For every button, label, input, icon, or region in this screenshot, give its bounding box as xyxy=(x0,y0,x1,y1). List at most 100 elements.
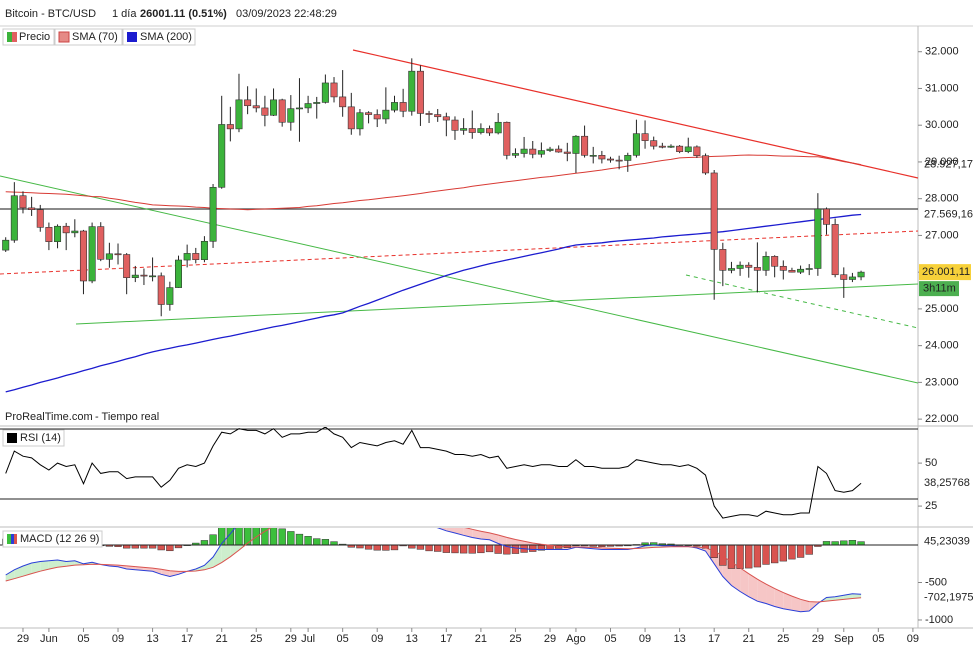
macd-signal-fill xyxy=(31,561,41,574)
macd-signal-fill xyxy=(446,528,455,534)
line xyxy=(5,154,862,211)
histogram-bar xyxy=(468,544,476,554)
x-tick-label: 13 xyxy=(146,633,158,645)
x-tick-label: 13 xyxy=(673,633,685,645)
candle-body xyxy=(131,274,139,278)
candle-body xyxy=(529,148,537,155)
candle-body xyxy=(434,114,442,118)
countdown-box xyxy=(919,281,959,297)
trend-line xyxy=(352,49,918,179)
candle-body xyxy=(486,128,494,134)
candle-body xyxy=(494,121,502,134)
candle-body xyxy=(71,230,79,234)
histogram-bar xyxy=(321,539,330,546)
candle-body xyxy=(736,264,744,269)
candle-body xyxy=(175,259,183,288)
y-tick-label: 25.000 xyxy=(925,303,959,315)
candle-body xyxy=(771,256,779,267)
histogram-bar xyxy=(218,528,226,546)
macd-signal-fill xyxy=(57,560,67,568)
candle-body xyxy=(797,268,805,273)
feed: - Tiempo real xyxy=(95,411,159,423)
candle-body xyxy=(270,99,278,116)
legend-swatch xyxy=(7,433,17,443)
candle-body xyxy=(140,274,148,277)
x-tick-label: 13 xyxy=(406,633,418,645)
candle-body xyxy=(788,270,796,273)
y-tick-label: -500 xyxy=(925,576,947,588)
legend-swatch xyxy=(7,32,12,42)
candle-body xyxy=(399,102,407,112)
candle-body xyxy=(114,253,122,256)
x-tick-label: 21 xyxy=(216,633,228,645)
histogram-bar xyxy=(796,544,805,558)
candle-body xyxy=(684,146,692,152)
legend-label: SMA (200) xyxy=(140,31,192,43)
line xyxy=(5,528,862,613)
candle-body xyxy=(330,82,338,98)
candle-body xyxy=(2,239,10,251)
candle-body xyxy=(615,159,623,162)
candle-body xyxy=(287,108,295,123)
candle-body xyxy=(442,116,450,121)
candle-body xyxy=(658,145,666,148)
candle-body xyxy=(710,172,718,250)
y-tick-label: -1000 xyxy=(925,614,953,626)
candle-body xyxy=(36,209,44,228)
candle-body xyxy=(183,253,191,261)
histogram-bar xyxy=(762,544,770,565)
candle-body xyxy=(650,140,658,147)
candle-body xyxy=(235,99,243,130)
legend-box xyxy=(2,429,65,447)
y-tick-label: 22.000 xyxy=(925,413,959,425)
histogram-bar xyxy=(822,541,831,546)
price-panel xyxy=(2,58,865,393)
candle-body xyxy=(822,208,830,225)
candle-body xyxy=(278,99,286,123)
y-tick-label: 23.000 xyxy=(925,376,959,388)
candle-body xyxy=(451,119,459,131)
source: ProRealTime.com xyxy=(5,411,93,423)
x-tick-label: 09 xyxy=(639,633,651,645)
histogram-bar xyxy=(157,544,165,551)
candle-body xyxy=(693,146,701,156)
histogram-bar xyxy=(477,544,485,554)
histogram-bar xyxy=(313,538,321,546)
histogram-bar xyxy=(382,544,390,551)
x-tick-label: 05 xyxy=(337,633,349,645)
macd-signal-fill xyxy=(774,588,784,609)
candle-body xyxy=(261,107,269,116)
y-tick-label: 27.000 xyxy=(925,229,959,241)
macd-signal-fill xyxy=(757,579,767,604)
candle-body xyxy=(641,133,649,141)
legend-swatch xyxy=(7,534,11,544)
candle-body xyxy=(45,227,53,242)
last-value-label: 28.927,17 xyxy=(924,159,973,171)
candle-body xyxy=(598,155,606,160)
legend-box xyxy=(122,28,196,46)
histogram-bar xyxy=(390,544,399,551)
histogram-bar xyxy=(364,544,373,550)
candle-body xyxy=(676,145,684,152)
histogram-bar xyxy=(848,540,857,546)
histogram-bar xyxy=(459,544,468,554)
candle-body xyxy=(520,148,528,154)
candle-body xyxy=(503,121,511,156)
candle-body xyxy=(218,124,226,188)
candle-body xyxy=(313,102,321,104)
candle-body xyxy=(572,135,580,154)
y-tick-label: 24.000 xyxy=(925,340,959,352)
trend-lines xyxy=(0,49,918,384)
candle-body xyxy=(779,265,787,271)
trend-line xyxy=(75,283,918,325)
histogram-bar xyxy=(434,544,442,552)
trend-line xyxy=(0,230,918,275)
candle-body xyxy=(632,133,640,156)
macd-signal-fill xyxy=(213,543,222,568)
histogram-bar xyxy=(330,541,338,546)
x-tick-label: 05 xyxy=(604,633,616,645)
candle-body xyxy=(719,249,727,271)
histogram-bar xyxy=(805,544,813,555)
histogram-bar xyxy=(529,544,537,552)
candle-body xyxy=(477,128,485,133)
